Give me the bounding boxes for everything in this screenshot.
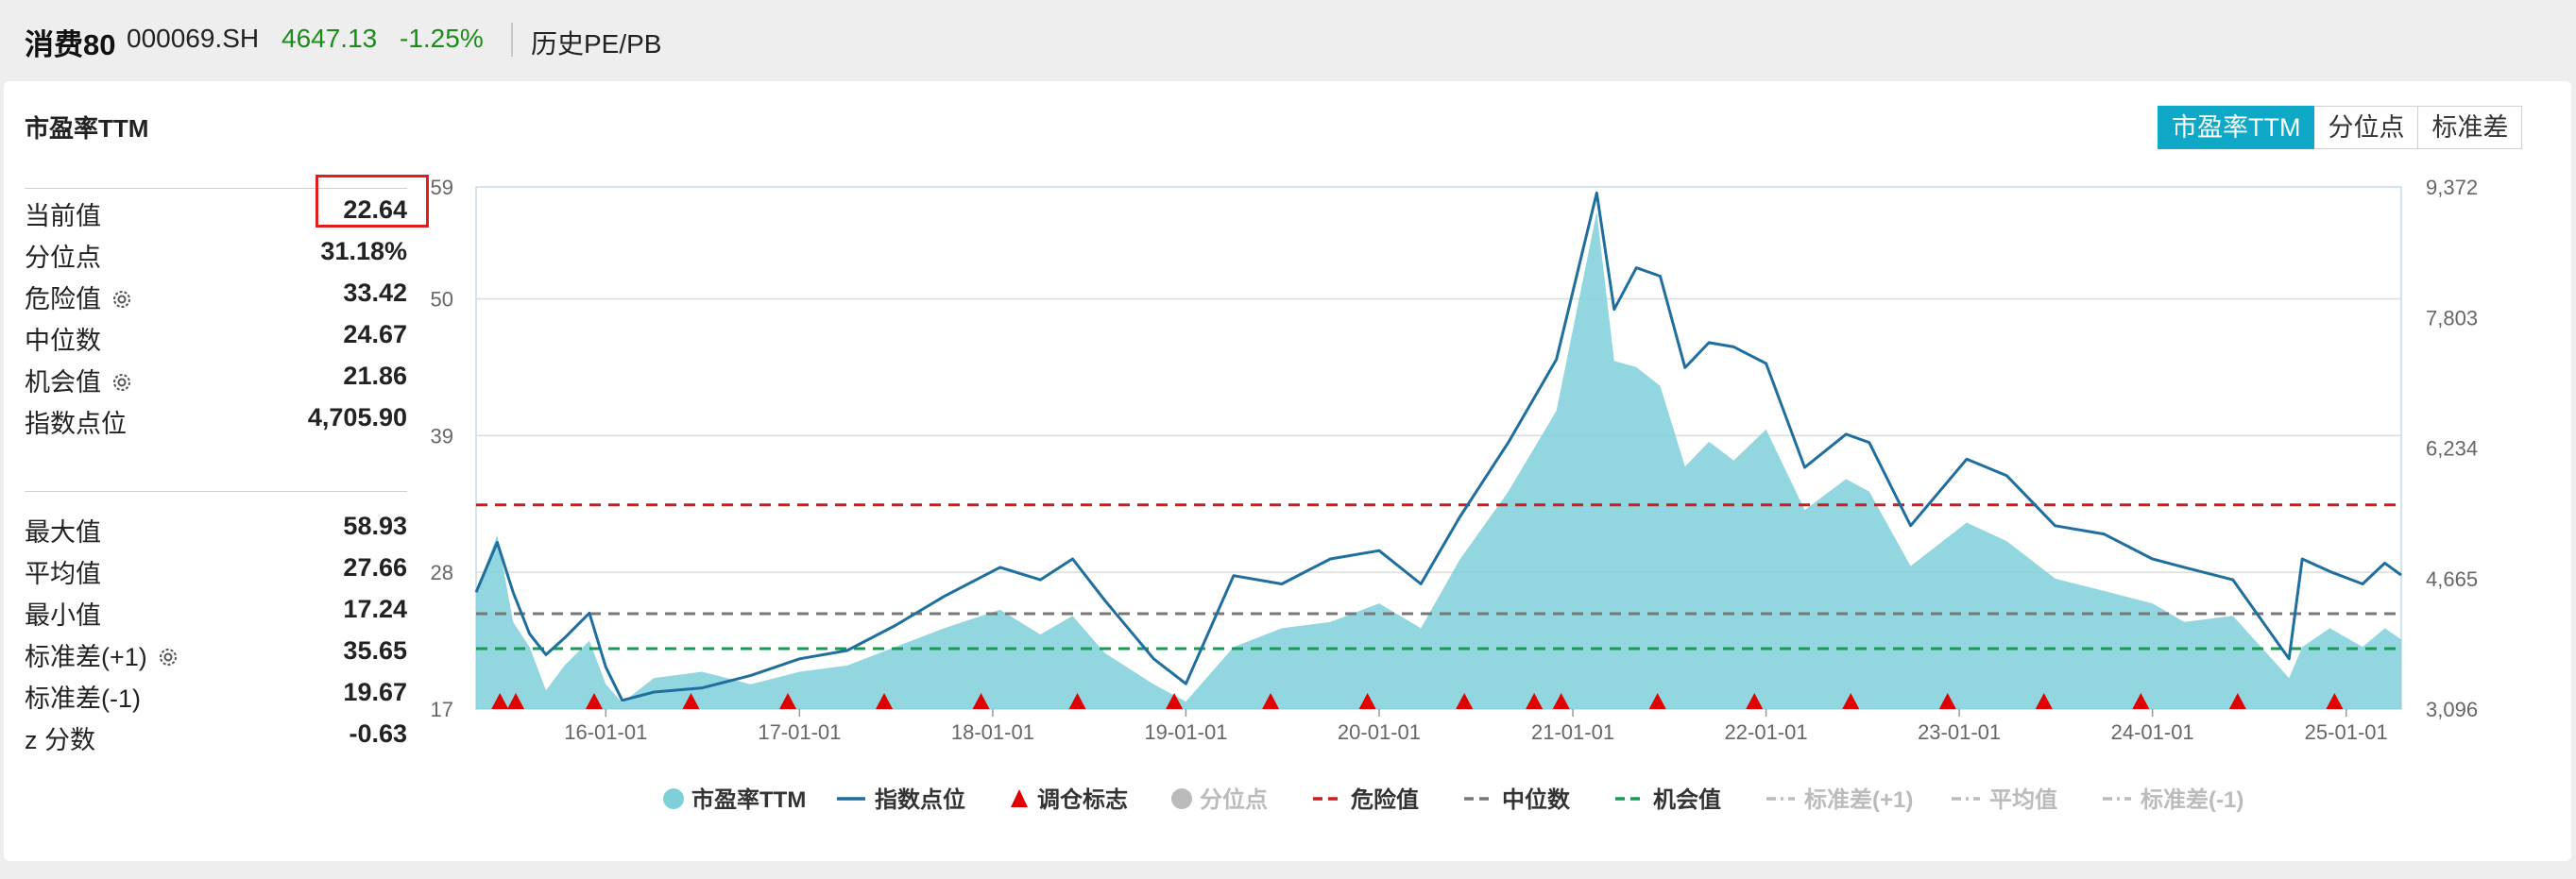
legend-item-label: 指数点位 <box>875 786 965 813</box>
rebalance-marker <box>585 693 603 709</box>
chart-panel: 市盈率TTM 市盈率TTM 分位点 标准差 当前值 22.64 分位点 31.1… <box>4 81 2571 861</box>
stat-max: 最大值 58.93 <box>25 512 407 547</box>
legend-item-label: 中位数 <box>1502 786 1571 813</box>
rebalance-marker <box>1938 693 1956 709</box>
x-axis-tick-label: 19-01-01 <box>1144 720 1227 744</box>
x-axis-tick-label: 23-01-01 <box>1918 720 2001 744</box>
right-axis-tick-label: 7,803 <box>2426 306 2478 330</box>
rebalance-marker <box>876 693 894 709</box>
pe-ttm-button[interactable]: 市盈率TTM <box>2158 106 2315 149</box>
tab-history-pe-pb[interactable]: 历史PE/PB <box>531 29 662 59</box>
rebalance-marker <box>1262 693 1280 709</box>
rebalance-marker <box>2228 693 2246 709</box>
legend-item-label: 分位点 <box>1200 786 1268 813</box>
percentile-button[interactable]: 分位点 <box>2314 106 2419 149</box>
stat-current-value: 当前值 22.64 <box>25 195 407 230</box>
legend-item-label: 平均值 <box>1989 786 2057 813</box>
rebalance-marker <box>1552 693 1570 709</box>
right-axis-tick-label: 4,665 <box>2426 567 2478 591</box>
stat-percentile: 分位点 31.18% <box>25 237 407 272</box>
legend-item-label: 机会值 <box>1653 786 1721 813</box>
rebalance-marker <box>1842 693 1860 709</box>
gear-icon[interactable] <box>111 288 133 311</box>
rebalance-marker <box>1456 693 1474 709</box>
rebalance-marker <box>682 693 700 709</box>
index-price: 4647.13 <box>281 24 378 53</box>
pe-chart: 17 28 39 50 59 3,096 4,665 6,234 7,803 9,372 16-01… <box>431 176 2479 813</box>
rebalance-marker <box>972 693 990 709</box>
stats-divider-top <box>25 188 407 189</box>
header-divider <box>511 23 513 57</box>
rebalance-marker <box>779 693 797 709</box>
current-value-highlight <box>316 175 429 228</box>
rebalance-marker <box>1358 693 1376 709</box>
rebalance-marker <box>1746 693 1764 709</box>
rebalance-marker <box>2326 693 2344 709</box>
rebalance-marker <box>1648 693 1666 709</box>
gear-icon[interactable] <box>111 371 133 394</box>
x-axis-tick-label: 17-01-01 <box>758 720 841 744</box>
stat-mean: 平均值 27.66 <box>25 553 407 588</box>
right-axis-tick-label: 6,234 <box>2426 437 2478 461</box>
legend-item-label: 标准差(-1) <box>2141 786 2243 813</box>
stat-opportunity-value: 机会值 21.86 <box>25 362 407 397</box>
right-axis-tick-label: 3,096 <box>2426 698 2478 721</box>
rebalance-marker <box>1068 693 1086 709</box>
rebalance-marker <box>491 693 509 709</box>
rebalance-marker <box>2132 693 2150 709</box>
stats-divider-bottom <box>25 491 407 492</box>
legend-item-label: 危险值 <box>1351 786 1419 813</box>
x-axis-tick-label: 24-01-01 <box>2111 720 2194 744</box>
stat-median: 中位数 24.67 <box>25 320 407 355</box>
x-axis-tick-label: 22-01-01 <box>1725 720 1808 744</box>
left-axis-tick-label: 39 <box>431 424 453 448</box>
index-level-line <box>474 191 2402 702</box>
x-axis-tick-label: 16-01-01 <box>564 720 647 744</box>
std-dev-button[interactable]: 标准差 <box>2418 106 2523 149</box>
left-axis-tick-label: 28 <box>431 561 453 584</box>
index-change: -1.25% <box>400 24 484 53</box>
rebalance-marker <box>1166 693 1184 709</box>
left-axis-tick-label: 59 <box>431 176 453 199</box>
stat-index-level: 指数点位 4,705.90 <box>25 403 407 438</box>
index-code: 000069.SH <box>127 24 260 53</box>
rebalance-marker <box>2035 693 2053 709</box>
stat-min: 最小值 17.24 <box>25 595 407 630</box>
x-axis-tick-label: 18-01-01 <box>951 720 1034 744</box>
left-axis-tick-label: 50 <box>431 288 453 312</box>
metric-button-group: 市盈率TTM 分位点 标准差 <box>2158 106 2523 149</box>
x-axis-tick-label: 20-01-01 <box>1338 720 1421 744</box>
legend-item-label: 市盈率TTM <box>691 786 806 813</box>
left-axis-tick-label: 17 <box>431 698 453 721</box>
legend-item-label: 标准差(+1) <box>1804 786 1913 813</box>
stat-z-score: z 分数 -0.63 <box>25 719 407 754</box>
stat-std-minus: 标准差(-1) 19.67 <box>25 678 407 713</box>
stat-std-plus: 标准差(+1) 35.65 <box>25 636 407 671</box>
stat-danger-value: 危险值 33.42 <box>25 279 407 313</box>
pe-ttm-area <box>476 211 2401 710</box>
x-axis-tick-label: 21-01-01 <box>1531 720 1614 744</box>
rebalance-marker <box>1526 693 1544 709</box>
rebalance-marker <box>507 693 525 709</box>
gear-icon[interactable] <box>157 646 179 668</box>
page-header: 消费80 000069.SH 4647.13 -1.25% 历史PE/PB <box>0 0 2576 79</box>
legend-symbol-circle <box>1171 788 1192 809</box>
x-axis-tick-label: 25-01-01 <box>2305 720 2388 744</box>
index-name: 消费80 <box>25 28 116 61</box>
legend-item-label: 调仓标志 <box>1037 786 1128 813</box>
legend-symbol-circle <box>663 788 684 809</box>
panel-title: 市盈率TTM <box>25 114 149 143</box>
right-axis-tick-label: 9,372 <box>2426 176 2478 199</box>
legend-symbol-triangle <box>1011 789 1028 807</box>
